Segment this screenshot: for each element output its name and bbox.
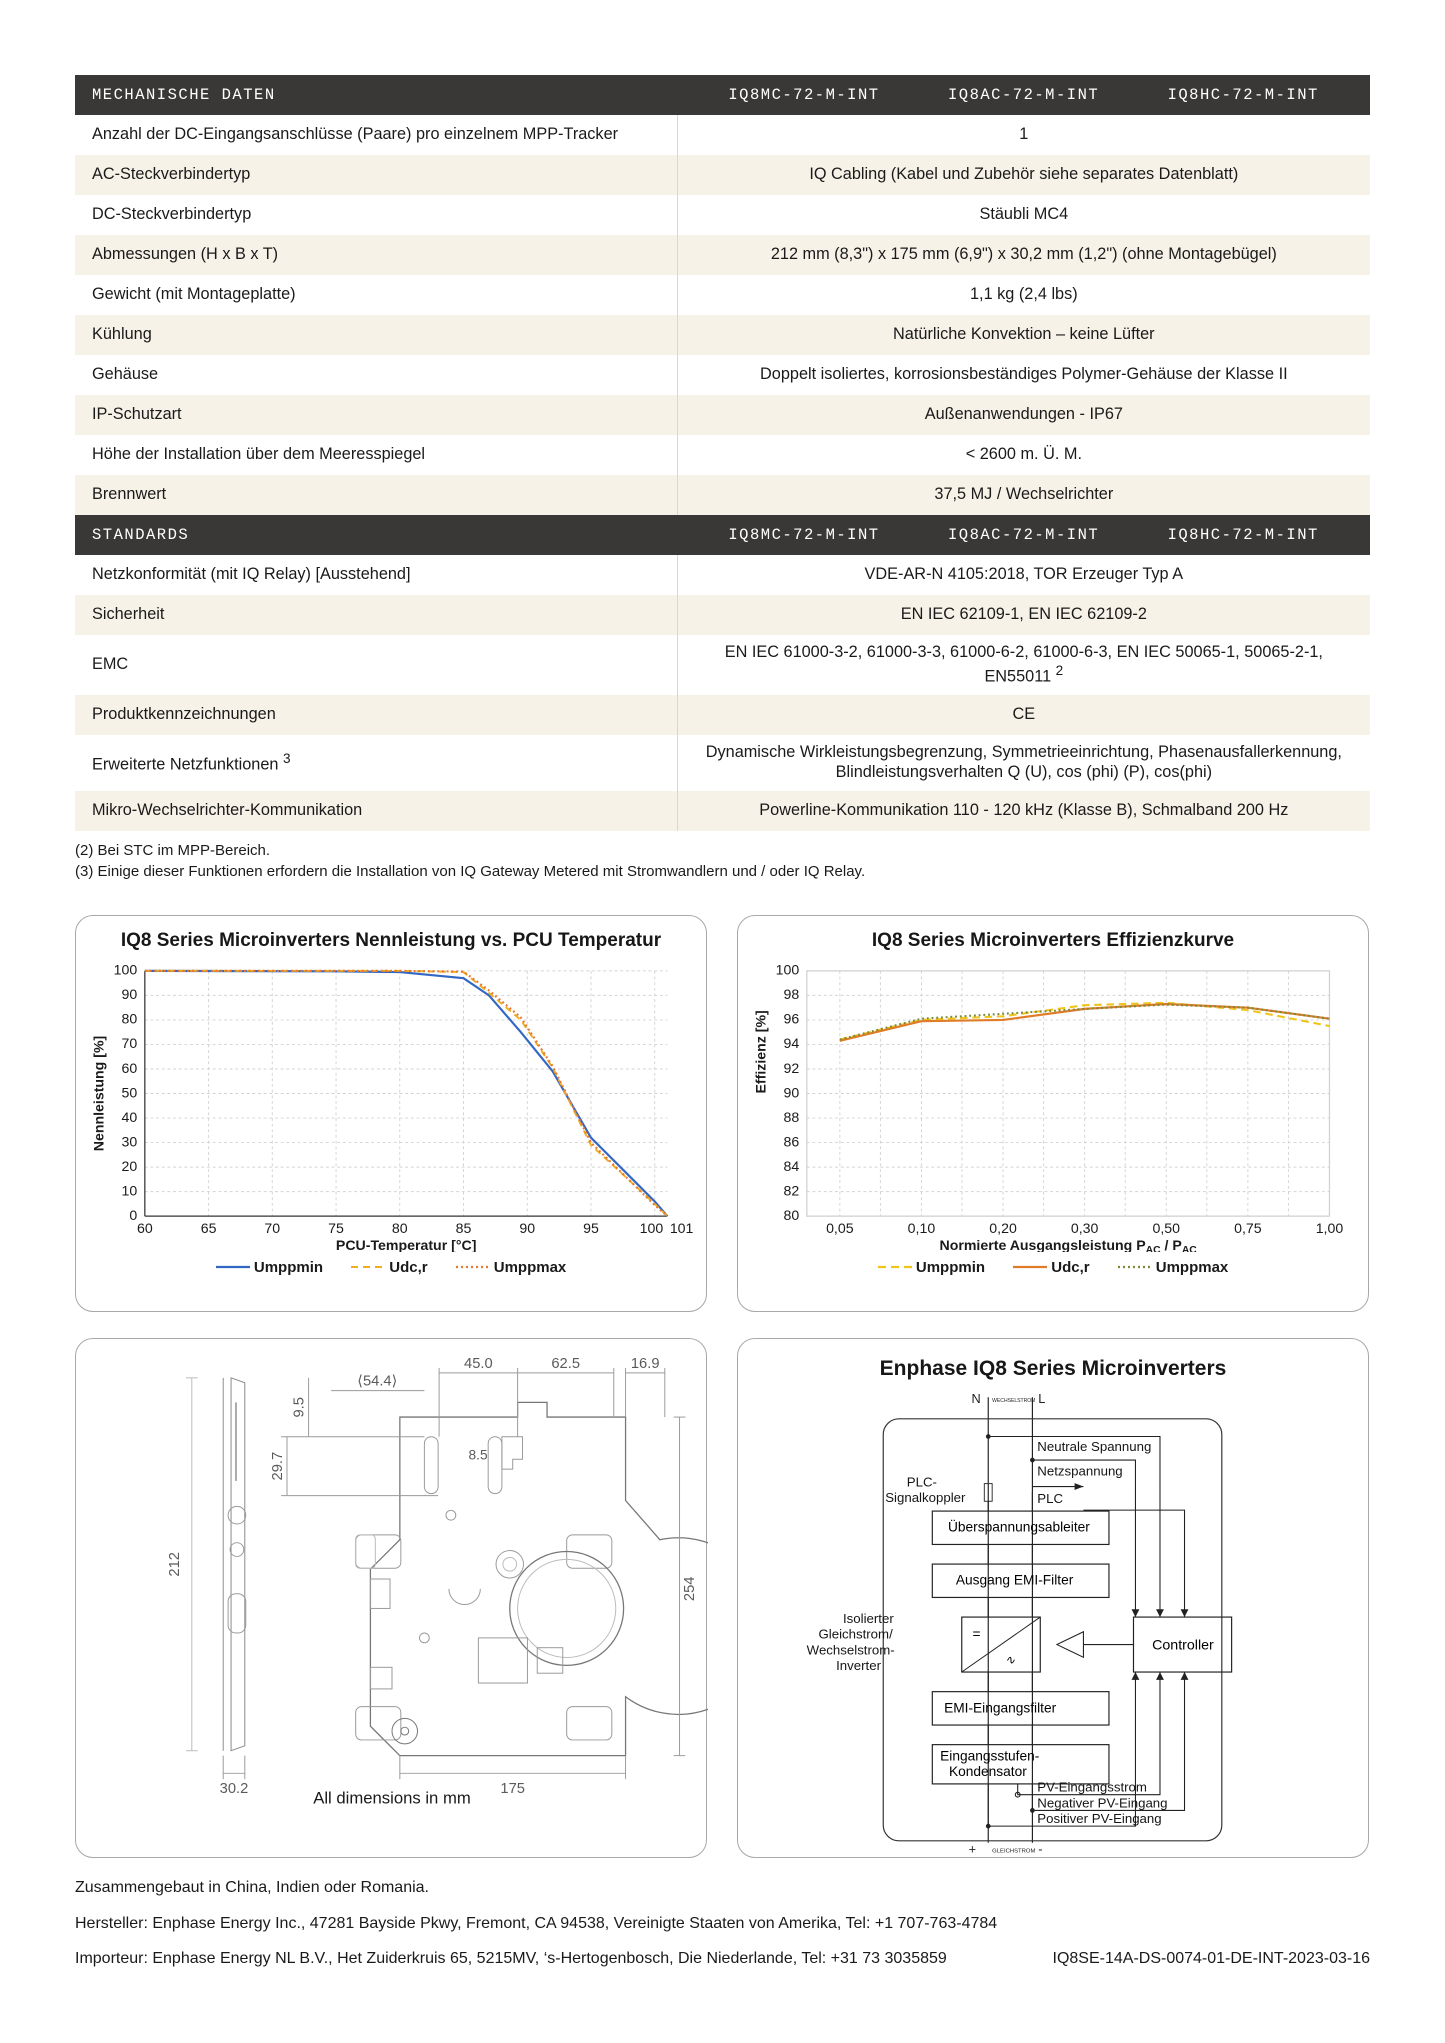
- svg-text:94: 94: [784, 1035, 800, 1051]
- svg-text:0,50: 0,50: [1152, 1220, 1180, 1236]
- svg-text:1,00: 1,00: [1316, 1220, 1344, 1236]
- svg-text:9.5: 9.5: [292, 1397, 308, 1417]
- svg-text:Wechselstrom-: Wechselstrom-: [807, 1642, 895, 1657]
- svg-text:65: 65: [201, 1220, 217, 1236]
- svg-text:82: 82: [784, 1182, 800, 1198]
- svg-text:PCU-Temperatur [°C]: PCU-Temperatur [°C]: [336, 1237, 477, 1252]
- svg-text:90: 90: [122, 986, 138, 1002]
- svg-text:Negativer PV-Eingang: Negativer PV-Eingang: [1037, 1795, 1167, 1810]
- svg-text:100: 100: [776, 962, 800, 978]
- svg-text:20: 20: [122, 1158, 138, 1174]
- svg-text:95: 95: [583, 1220, 599, 1236]
- svg-text:80: 80: [392, 1220, 408, 1236]
- svg-text:60: 60: [137, 1220, 153, 1236]
- svg-text:Kondensator: Kondensator: [949, 1764, 1027, 1779]
- svg-text:45.0: 45.0: [464, 1356, 493, 1372]
- svg-text:WECHSELSTROM: WECHSELSTROM: [992, 1398, 1035, 1404]
- svg-text:30: 30: [122, 1133, 138, 1149]
- svg-text:Normierte Ausgangsleistung PAC: Normierte Ausgangsleistung PAC / PAC: [940, 1237, 1198, 1252]
- svg-text:75: 75: [328, 1220, 344, 1236]
- svg-text:0,30: 0,30: [1071, 1220, 1099, 1236]
- svg-text:100: 100: [114, 962, 138, 978]
- svg-text:70: 70: [264, 1220, 280, 1236]
- svg-text:40: 40: [122, 1109, 138, 1125]
- svg-text:212: 212: [167, 1552, 183, 1577]
- svg-text:84: 84: [784, 1158, 800, 1174]
- svg-text:80: 80: [784, 1207, 800, 1223]
- svg-text:254: 254: [682, 1577, 698, 1602]
- svg-text:85: 85: [456, 1220, 472, 1236]
- svg-text:All dimensions in mm: All dimensions in mm: [313, 1789, 471, 1808]
- svg-text:29.7: 29.7: [270, 1452, 286, 1481]
- svg-text:Signalkoppler: Signalkoppler: [885, 1490, 966, 1505]
- svg-text:10: 10: [122, 1182, 138, 1198]
- svg-text:Effizienz [%]: Effizienz [%]: [752, 1010, 768, 1093]
- svg-text:92: 92: [784, 1060, 800, 1076]
- svg-text:Netzspannung: Netzspannung: [1037, 1464, 1122, 1479]
- svg-text:80: 80: [122, 1011, 138, 1027]
- svg-text:L: L: [1038, 1391, 1045, 1406]
- svg-text:8.5: 8.5: [469, 1447, 488, 1462]
- svg-text:Controller: Controller: [1152, 1637, 1214, 1653]
- svg-text:EMI-Eingangsfilter: EMI-Eingangsfilter: [944, 1700, 1057, 1715]
- svg-text:Inverter: Inverter: [836, 1658, 881, 1673]
- svg-text:+: +: [969, 1842, 976, 1857]
- svg-text:PLC: PLC: [1037, 1491, 1063, 1506]
- svg-text:0,75: 0,75: [1234, 1220, 1262, 1236]
- svg-text:98: 98: [784, 986, 800, 1002]
- svg-text:Gleichstrom/: Gleichstrom/: [818, 1627, 893, 1642]
- svg-text:100: 100: [640, 1220, 664, 1236]
- svg-text:0,05: 0,05: [826, 1220, 854, 1236]
- svg-text:88: 88: [784, 1109, 800, 1125]
- svg-text:60: 60: [122, 1060, 138, 1076]
- svg-text:62.5: 62.5: [551, 1356, 580, 1372]
- svg-text:0,10: 0,10: [908, 1220, 936, 1236]
- svg-text:Positiver PV-Eingang: Positiver PV-Eingang: [1037, 1811, 1161, 1826]
- svg-text:=: =: [973, 1627, 981, 1642]
- svg-text:-: -: [1038, 1842, 1042, 1857]
- svg-text:Ausgang EMI-Filter: Ausgang EMI-Filter: [956, 1573, 1074, 1588]
- svg-text:⟨54.4⟩: ⟨54.4⟩: [357, 1374, 397, 1390]
- svg-text:Eingangsstufen-: Eingangsstufen-: [940, 1748, 1039, 1763]
- svg-text:96: 96: [784, 1011, 800, 1027]
- svg-text:Isolierter: Isolierter: [843, 1611, 894, 1626]
- svg-text:∿: ∿: [1005, 1653, 1016, 1667]
- svg-text:GLEICHSTROM: GLEICHSTROM: [992, 1849, 1035, 1855]
- svg-text:Neutrale Spannung: Neutrale Spannung: [1037, 1439, 1151, 1454]
- svg-text:101: 101: [670, 1220, 694, 1236]
- svg-text:PV-Eingangsstrom: PV-Eingangsstrom: [1037, 1780, 1147, 1795]
- svg-text:30.2: 30.2: [220, 1781, 249, 1797]
- svg-text:0,20: 0,20: [989, 1220, 1017, 1236]
- svg-text:90: 90: [784, 1084, 800, 1100]
- svg-text:70: 70: [122, 1035, 138, 1051]
- svg-text:50: 50: [122, 1084, 138, 1100]
- svg-text:Nennleistung [%]: Nennleistung [%]: [90, 1036, 106, 1151]
- svg-text:Überspannungsableiter: Überspannungsableiter: [948, 1518, 1090, 1535]
- svg-text:N: N: [972, 1391, 981, 1406]
- svg-text:PLC-: PLC-: [907, 1475, 937, 1490]
- svg-text:90: 90: [519, 1220, 535, 1236]
- svg-text:16.9: 16.9: [631, 1356, 660, 1372]
- svg-text:175: 175: [500, 1781, 525, 1797]
- svg-text:86: 86: [784, 1133, 800, 1149]
